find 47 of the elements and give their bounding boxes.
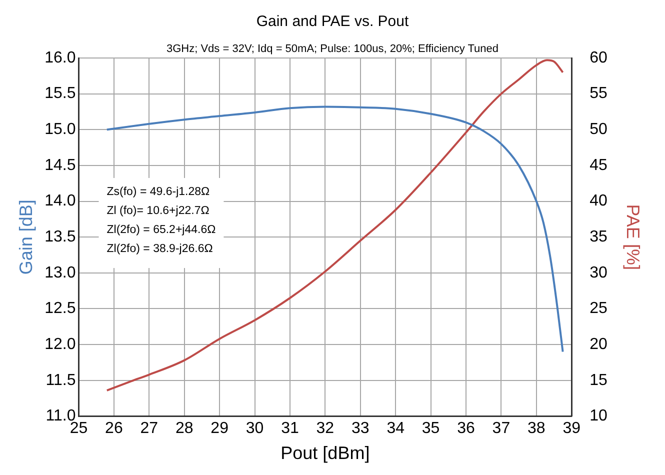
x-tick-label: 36 [457,420,475,438]
y-tick-label: 13.5 [44,228,76,246]
annotation: Zl (fo)= 10.6+j22.7Ω [106,205,210,218]
y2-tick-label: 55 [590,85,608,102]
y-tick-label: 11.5 [46,372,76,389]
x-axis-title: Pout [dBm] [280,443,370,464]
y-tick-label: 15.0 [44,121,76,138]
y-tick-label: 14.0 [44,192,76,210]
y2-tick-label: 15 [590,372,608,389]
y-tick-label: 15.5 [44,85,76,102]
y-tick-label: 13.0 [44,264,76,282]
y2-tick-label: 50 [590,121,608,138]
y-tick-label: 12.5 [44,300,76,318]
y2-tick-label: 25 [590,300,608,318]
x-tick-label: 25 [70,420,88,438]
y2-tick-label: 35 [590,228,608,246]
x-tick-label: 27 [140,420,158,438]
y2-tick-label: 20 [590,336,608,353]
y2-tick-label: 40 [590,192,608,210]
annotation: Zl(2fo) = 38.9-j26.6Ω [106,243,214,256]
x-tick-label: 26 [105,420,123,438]
x-tick-label: 32 [316,420,334,438]
y2-tick-label: 45 [590,156,608,174]
x-tick-label: 38 [528,420,546,438]
x-tick-label: 29 [210,420,229,438]
x-tick-label: 30 [246,420,264,438]
y2-tick-label: 30 [590,264,608,282]
x-tick-label: 34 [386,420,405,438]
x-tick-label: 28 [175,420,194,438]
x-tick-label: 33 [351,420,370,438]
x-tick-label: 37 [492,420,510,438]
annotation: Zl(2fo) = 65.2+j44.6Ω [106,224,216,236]
y-tick-label: 12.0 [44,336,76,353]
annotation: Zs(fo) = 49.6-j1.28Ω [106,186,210,198]
y-axis-title: Gain [dB] [16,200,36,275]
x-tick-label: 31 [281,420,299,438]
chart-title: Gain and PAE vs. Pout [256,13,410,30]
x-tick-label: 39 [562,420,581,438]
chart-subtitle: 3GHz; Vds = 32V; Idq = 50mA; Pulse: 100us, 20%; Efficiency Tuned [166,43,499,55]
line-series [106,59,564,392]
y-tick-label: 14.5 [44,156,76,174]
y2-axis-title: PAE [%] [623,204,644,270]
line-series [106,106,564,353]
y2-tick-label: 10 [590,408,608,425]
x-tick-label: 35 [422,420,440,438]
y-tick-label: 16.0 [44,49,76,66]
y2-tick-label: 60 [590,49,608,66]
